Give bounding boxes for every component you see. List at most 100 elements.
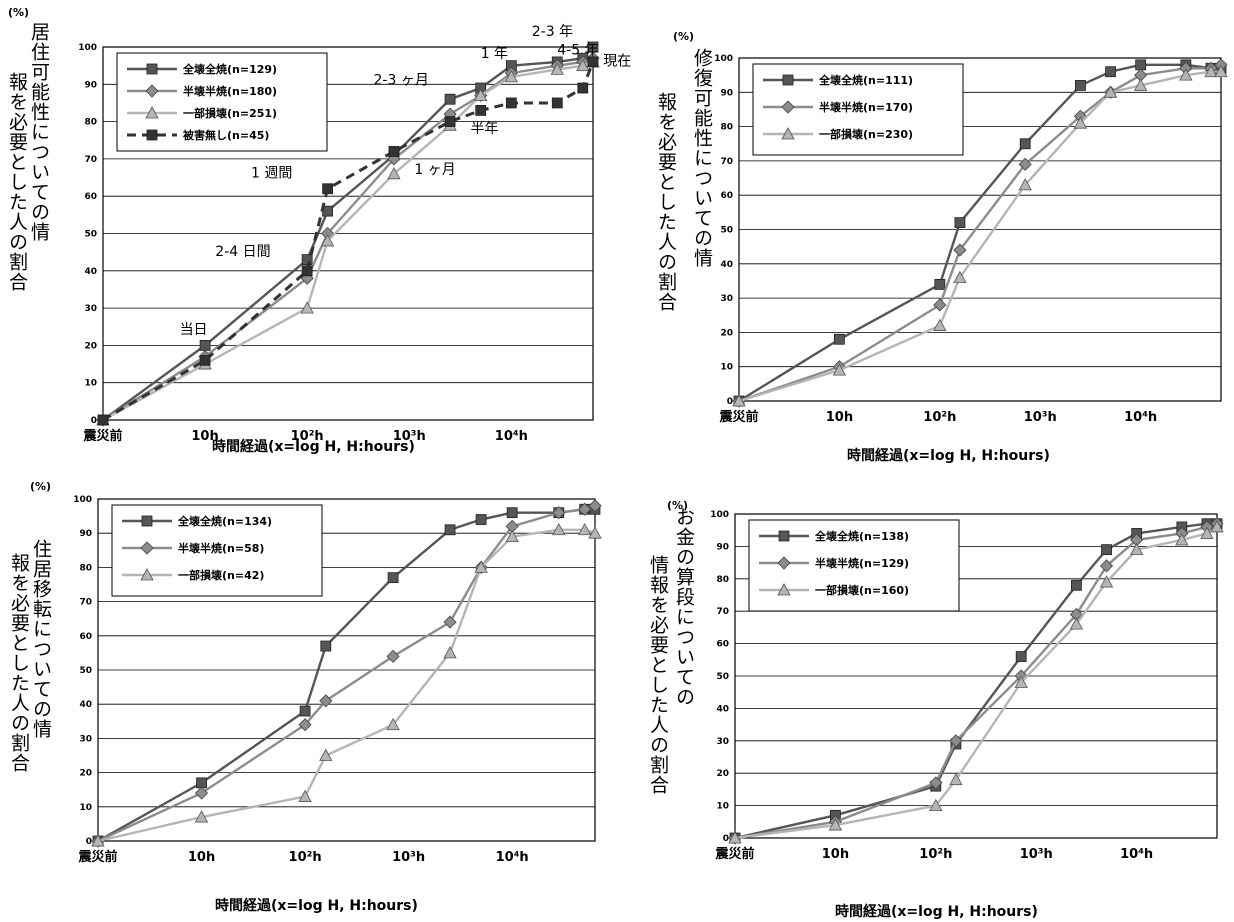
data-point [505,529,519,543]
data-point [1014,675,1028,688]
data-point [322,183,333,195]
y-tick-label: 10 [716,802,729,812]
data-point [505,97,517,109]
x-tick-label: 10³h [1020,847,1053,862]
data-point [504,70,519,83]
chart-panel-finance: (%) お金の算段についての 情報を必要とした人の割合 0 10 20 30 40 50 6… [617,461,1234,922]
data-point [1129,542,1144,556]
y-axis-title-col2: 報を必要とした人の割合 [6,72,28,292]
data-point [1071,579,1082,591]
data-point [587,56,599,68]
annotation-label: 1 ヶ月 [414,162,455,178]
data-point [949,734,963,748]
data-point [588,526,602,539]
data-point [301,265,313,277]
data-point [319,748,333,761]
y-tick-label: 30 [84,304,97,314]
y-tick-label: 60 [84,192,97,202]
data-point [319,694,333,708]
data-point [506,507,518,519]
y-tick-label: 0 [91,416,97,426]
data-point [551,97,563,109]
annotation-label: 2-4 日間 [215,244,270,260]
data-point [475,105,487,116]
y-axis-title-col1: 修復可能性についての情 [691,48,713,268]
legend-label: 全壊全焼(n=129) [182,62,277,76]
y-tick-label: 100 [73,495,92,505]
data-point [475,514,487,525]
x-tick-label: 震災前 [82,428,122,444]
x-tick-label: 10²h [291,429,324,444]
x-tick-label: 10h [188,850,215,865]
data-point [578,502,592,516]
data-point [1103,85,1118,98]
data-point [387,166,401,180]
data-point [194,786,209,800]
data-point [1133,78,1148,91]
series-3 [91,522,602,847]
data-point [1135,59,1147,71]
legend: 全壊全焼(n=129) 半壊半焼(n=180) 一部損壊(n=251) 被害無し(n=… [116,52,328,152]
chart-svg: 0 10 20 30 40 50 60 70 80 90 100 震災前 10h 10²h 10³h 10⁴h… [73,495,602,865]
data-point [552,506,566,520]
legend-label: 被害無し(n=45) [183,128,269,142]
x-tick-label: 10²h [289,850,322,865]
x-tick-label: 10²h [923,410,956,425]
data-point [552,522,566,536]
y-tick-label: 70 [79,598,92,608]
x-tick-label: 10³h [392,850,425,865]
y-tick-label: 20 [84,341,97,351]
y-tick-label: 10 [84,379,97,389]
data-point [97,414,109,426]
data-point [732,394,746,407]
legend-marker [777,583,791,596]
data-point [832,363,847,376]
y-tick-label: 70 [716,607,729,617]
data-point [386,717,400,731]
chart-svg: 0 10 20 30 40 50 60 70 80 90 100 震災前 10h 10²h 10³h 10⁴h… [78,24,631,444]
data-point [299,705,311,717]
data-point [577,82,589,94]
y-tick-label: 90 [84,80,97,90]
y-tick-label: 30 [720,294,733,304]
data-point [954,217,966,229]
annotation-label: 半年 [471,121,499,137]
legend-label: 半壊半焼(n=170) [819,100,913,114]
data-point [1179,68,1193,81]
data-point [444,116,456,127]
y-tick-label: 70 [720,157,733,167]
y-tick-label: 60 [716,640,729,650]
y-tick-label: 100 [78,43,97,53]
data-point [577,522,592,536]
x-tick-label: 震災前 [77,849,117,865]
chart-svg: 0 10 20 30 40 50 60 70 80 90 100 震災前 10h 10²h 10³h 10⁴h… [710,510,1224,862]
data-point [1018,157,1032,171]
x-tick-label: 10³h [393,429,426,444]
data-point [1105,66,1116,78]
series-2 [91,499,602,848]
legend-marker [140,541,154,555]
data-point [953,270,967,283]
data-point [444,93,456,105]
legend-marker [145,106,159,119]
y-axis-title-col1: 住居移転についての情 [30,539,52,739]
data-point [1175,533,1189,546]
legend-marker [140,568,154,581]
legend-label: 一部損壊(n=42) [178,568,264,582]
y-tick-label: 20 [79,769,92,779]
annotation-label: 1 週間 [251,166,292,182]
y-axis-title-col1: お金の算段についての [673,507,695,707]
y-tick-label: 10 [79,803,92,813]
x-tick-label: 10⁴h [495,429,528,444]
y-tick-label: 80 [84,118,97,128]
data-point [1214,64,1228,78]
x-tick-label: 10²h [919,847,952,862]
data-point [194,810,209,823]
x-tick-label: 10³h [1024,410,1057,425]
data-point [828,818,843,831]
y-tick-label: 70 [84,155,97,165]
chart-panel-repairability: (%) 修復可能性についての情 報を必要とした人の割合 0 10 20 30 40 50 6… [617,0,1234,464]
data-point [834,333,845,345]
data-point [444,524,456,536]
legend: 全壊全焼(n=111) 半壊半焼(n=170) 一部損壊(n=230) [752,63,964,156]
